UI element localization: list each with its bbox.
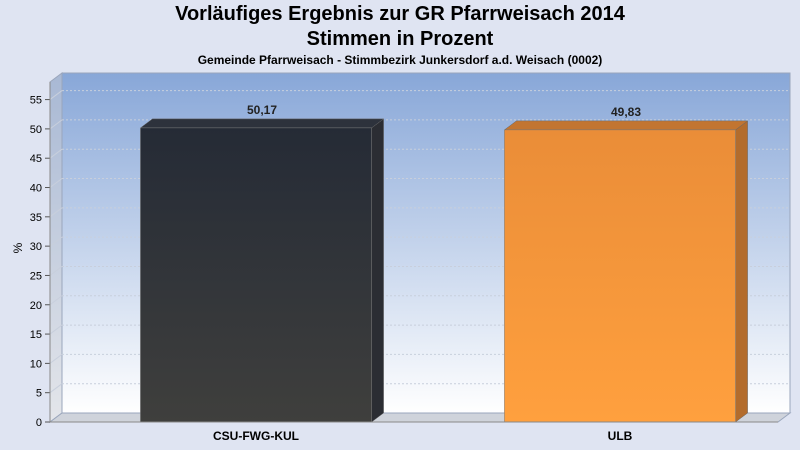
y-tick-label: 5 xyxy=(36,388,42,400)
y-tick-label: 10 xyxy=(30,358,42,370)
bar-top xyxy=(139,118,385,129)
gridline-side xyxy=(49,148,63,159)
gridline-side xyxy=(49,236,63,247)
bar xyxy=(504,129,736,423)
y-tick-label: 20 xyxy=(30,300,42,312)
y-tick-label: 40 xyxy=(30,183,42,195)
gridline-side xyxy=(49,324,63,335)
gridline-side xyxy=(49,207,63,218)
y-tick-label: 35 xyxy=(30,212,42,224)
gridline-side xyxy=(49,353,63,364)
gridline-side xyxy=(49,90,63,100)
data-label: 49,83 xyxy=(611,105,641,119)
bar-side xyxy=(371,118,384,423)
x-tick-label: ULB xyxy=(608,429,633,443)
y-tick-label: 50 xyxy=(30,124,42,136)
y-tick-label: 0 xyxy=(36,417,42,429)
data-label: 50,17 xyxy=(247,103,277,117)
bar-top xyxy=(503,120,749,131)
gridline-side xyxy=(49,178,63,188)
bar-side xyxy=(735,120,748,423)
plot-side-wall xyxy=(49,72,63,423)
gridline-side xyxy=(49,119,63,130)
y-tick-label: 45 xyxy=(30,153,42,165)
gridline-side xyxy=(49,383,63,394)
y-axis-label: % xyxy=(11,242,25,253)
y-tick-label: 55 xyxy=(30,95,42,107)
bar xyxy=(140,127,372,423)
chart-title-line2: Stimmen in Prozent xyxy=(306,28,494,50)
gridline-side xyxy=(49,295,63,306)
chart-subtitle: Gemeinde Pfarrweisach - Stimmbezirk Junk… xyxy=(197,53,603,67)
y-tick-label: 25 xyxy=(30,270,42,282)
x-tick-label: CSU-FWG-KUL xyxy=(213,429,299,443)
y-tick-label: 30 xyxy=(30,241,42,253)
chart-title: Vorläufiges Ergebnis zur GR Pfarrweisach… xyxy=(175,3,625,25)
y-tick-label: 15 xyxy=(30,329,42,341)
gridline-side xyxy=(49,266,63,276)
